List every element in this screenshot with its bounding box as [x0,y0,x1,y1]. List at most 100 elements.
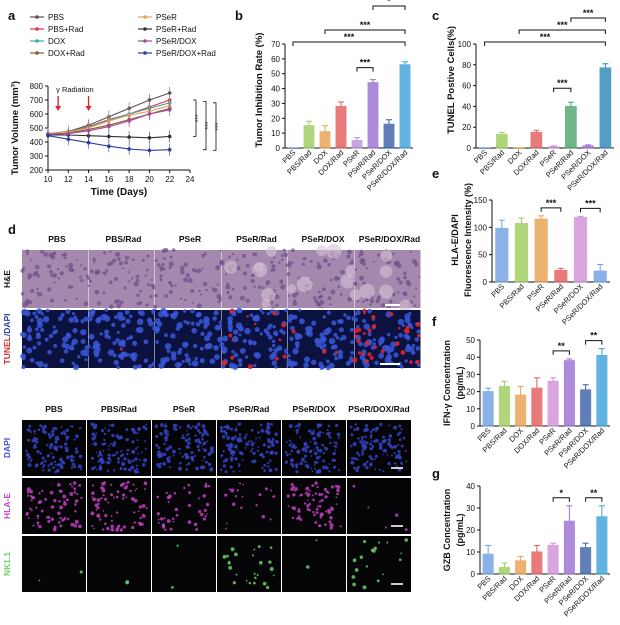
nucleus [29,357,35,363]
nucleus [37,341,42,346]
stain-dot [27,517,30,520]
panel-b: 010203040506070PBSPBS/RadDOXDOX/RadPSeRP… [271,0,413,192]
y-tick-label: 50 [466,336,475,345]
stain-dot [137,452,139,455]
stain-dot [318,504,322,508]
micrograph-dapi [87,420,151,476]
stain-dot [196,428,201,432]
stain-dot [166,433,170,437]
stain-dot [107,501,110,504]
nucleus [239,347,246,354]
micrograph-tunel [219,307,290,370]
nucleus [83,267,87,271]
stain-dot [169,466,171,469]
stain-dot [183,486,186,490]
y-tick-label: 500 [30,124,44,133]
legend-marker [143,15,147,19]
nucleus [199,346,204,351]
nucleus [203,320,210,327]
data-point [66,137,71,141]
nucleus [99,332,103,336]
stain-dot [121,493,126,497]
stain-dot [209,449,214,454]
nucleus [414,304,417,307]
stain-dot [382,453,385,456]
stain-dot [242,483,244,486]
stain-dot [334,445,338,448]
stain-dot [388,424,391,427]
row-label: HLA-E [2,493,12,519]
nucleus [349,327,355,332]
stain-dot [337,468,341,472]
nucleus [154,259,158,263]
stain-dot [189,427,192,430]
stain-dot [256,449,259,452]
column-header: PSeR [173,404,195,414]
stain-dot [226,436,231,440]
nucleus [114,299,118,304]
stain-dot [231,450,236,455]
stain-dot [315,507,319,511]
stain-dot [394,457,397,460]
data-point [167,134,172,139]
nucleus [417,363,421,367]
legend-label: DOX [48,37,66,46]
stain-dot [290,487,295,491]
stain-dot [321,443,324,446]
x-tick-label: 24 [186,175,195,184]
tissue-background [221,250,288,308]
stain-dot [286,494,290,498]
nucleus [59,358,65,363]
stain-dot [101,442,105,446]
stain-dot [235,573,238,576]
nucleus [280,254,284,257]
nucleus [266,311,271,316]
nucleus [341,334,347,341]
y-tick-label: 20 [466,526,475,535]
nucleus [203,252,207,256]
nucleus [173,310,179,317]
stain-dot [195,466,200,471]
nucleus [50,274,54,277]
stain-dot [301,457,305,462]
stain-dot [329,516,333,520]
bar [351,140,363,149]
nucleus [77,355,81,359]
nucleus [65,332,71,337]
stain-dot [135,447,138,450]
nucleus [146,254,150,258]
legend-marker [143,39,147,43]
tissue-background [347,478,411,534]
nucleus [119,300,124,305]
stain-dot [378,468,381,472]
necrotic-area [296,276,313,293]
stain-dot [324,495,328,499]
nucleus [127,280,131,283]
stain-dot [323,487,327,491]
nucleus [291,261,294,265]
nucleus [327,296,332,301]
stain-dot [400,444,404,448]
data-point [107,144,111,148]
nucleus [95,317,102,324]
x-tick-label: 10 [44,175,53,184]
stain-dot [91,484,95,487]
sig-bracket [585,340,603,345]
sig-bracket [540,207,562,212]
stain-dot [108,424,111,427]
stain-dot [191,425,194,428]
nucleus [59,271,65,276]
stain-dot [263,469,266,472]
stain-dot [318,431,322,435]
nucleus [52,325,56,329]
stain-dot [120,450,123,453]
stain-dot [295,429,299,433]
nucleus [161,248,167,253]
stain-dot [30,458,33,461]
stain-dot [288,443,292,447]
stain-dot [297,509,301,513]
stain-dot [328,520,332,524]
nucleus [204,343,211,350]
stain-dot [237,464,241,467]
bar [303,125,315,149]
